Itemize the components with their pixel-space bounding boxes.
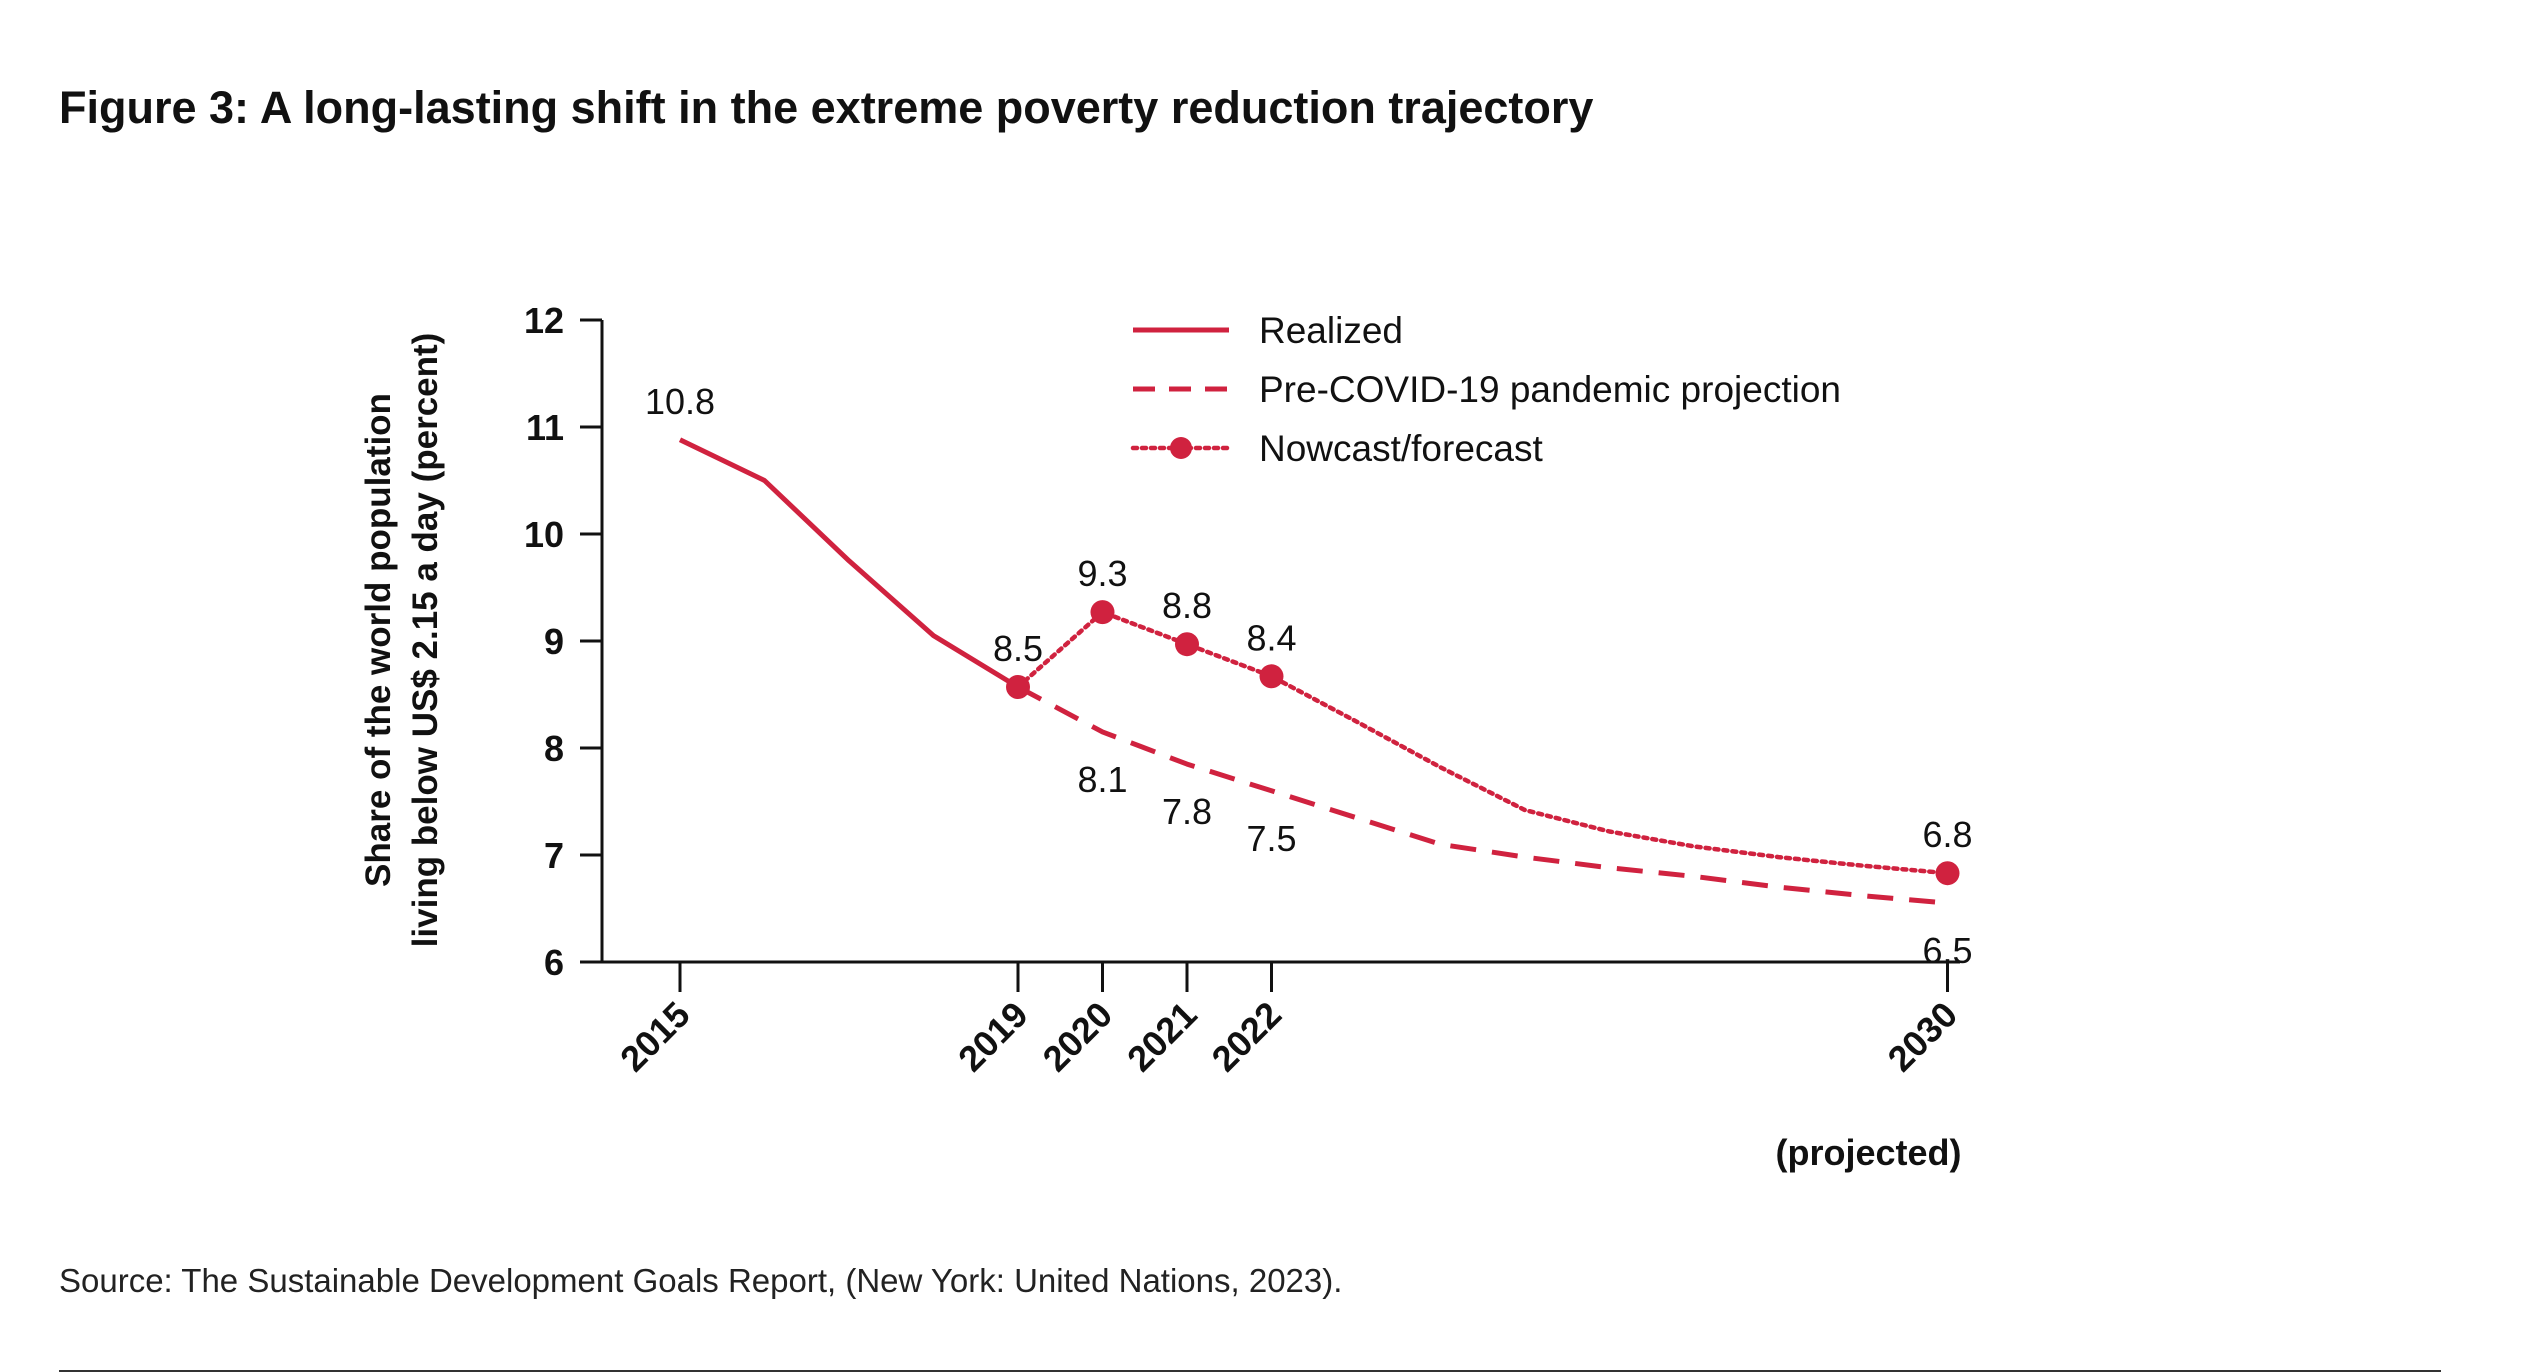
legend-label: Nowcast/forecast [1259, 428, 1543, 469]
y-tick-label: 7 [544, 835, 564, 876]
chart-series [678, 437, 1960, 906]
figure-title: Figure 3: A long-lasting shift in the ex… [59, 82, 1594, 133]
y-tick-label: 10 [524, 514, 564, 555]
data-point-marker [1935, 861, 1960, 886]
chart-legend: Realized Pre-COVID-19 pandemic projection… [1130, 310, 1841, 469]
data-label: 9.3 [1077, 553, 1127, 594]
series-line-realized [678, 437, 1020, 690]
source-note: Source: The Sustainable Development Goal… [59, 1262, 1343, 1299]
y-tick-label: 11 [526, 407, 564, 448]
data-label: 7.5 [1246, 818, 1296, 859]
data-label: 6.8 [1922, 814, 1972, 855]
data-point-marker [1175, 632, 1199, 657]
data-point-marker [1006, 675, 1030, 700]
x-tick-label: 2019 [950, 994, 1036, 1080]
y-axis-title: Share of the world population living belo… [359, 333, 445, 948]
y-axis-title-line: living below US$ 2.15 a day (percent) [406, 333, 445, 948]
y-tick-label: 6 [544, 942, 564, 983]
legend-label: Pre-COVID-19 pandemic projection [1259, 369, 1841, 410]
x-tick-label: 2021 [1119, 994, 1205, 1080]
x-tick-label: 2020 [1035, 994, 1121, 1080]
legend-label: Realized [1259, 310, 1403, 351]
x-tick-label: 2022 [1204, 994, 1290, 1080]
y-tick-label: 9 [544, 621, 564, 662]
data-label: 8.1 [1077, 759, 1127, 800]
y-tick-label: 8 [544, 728, 564, 769]
series-line-pre-covid-19-pandemic-projection [1016, 684, 1948, 906]
series-line-nowcast-forecast [1015, 609, 1950, 876]
data-label: 8.5 [993, 628, 1043, 669]
x-tick-label: 2030 [1880, 994, 1966, 1080]
data-label: 7.8 [1162, 791, 1212, 832]
x-tick-label: 2015 [612, 994, 698, 1080]
data-point-marker [1259, 664, 1284, 689]
x-axis-note: (projected) [1775, 1132, 1961, 1173]
data-label: 8.4 [1246, 617, 1296, 658]
data-label: 8.8 [1162, 585, 1212, 626]
data-point-marker [1090, 600, 1115, 625]
y-tick-label: 12 [524, 300, 564, 341]
data-label: 10.8 [645, 381, 715, 422]
data-label: 6.5 [1922, 930, 1972, 971]
y-axis-title-line: Share of the world population [359, 393, 398, 887]
legend-marker [1170, 437, 1192, 459]
chart-data-labels: 10.8 8.5 9.3 8.8 8.4 6.8 8.1 7.8 7.5 6.5 [645, 381, 1973, 971]
